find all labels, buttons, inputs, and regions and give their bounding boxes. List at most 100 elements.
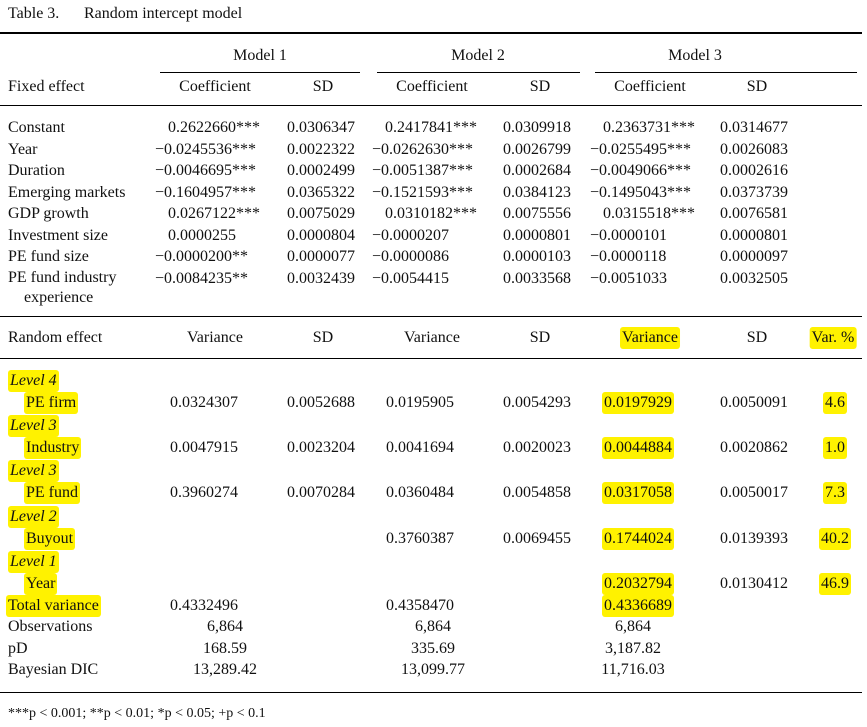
sd: 0.0069455	[503, 529, 571, 547]
sd: 0.0002616	[720, 162, 788, 179]
row-label: GDP growth	[8, 205, 89, 222]
statistic: 6,864	[615, 618, 651, 635]
variance-percent: 4.6	[823, 392, 847, 414]
rule	[377, 72, 580, 73]
column-header: SD	[312, 78, 334, 95]
coefficient: −0.0051387***	[372, 162, 474, 179]
model-header: Model 2	[451, 47, 505, 64]
coefficient: −0.0046695***	[155, 162, 257, 179]
sd: 0.0000801	[720, 226, 788, 244]
variance: 0.0324307	[170, 394, 238, 411]
level-label: Level 4	[8, 370, 59, 392]
rule	[0, 105, 862, 106]
coefficient: −0.0255495***	[590, 140, 692, 158]
row-label: Bayesian DIC	[8, 661, 99, 678]
statistic: 13,289.42	[193, 661, 257, 678]
column-header: Coefficient	[614, 78, 686, 95]
variance: 0.0195905	[386, 394, 454, 411]
sd: 0.0075029	[287, 205, 355, 222]
sd: 0.0070284	[287, 484, 355, 502]
variance: 0.0044884	[602, 437, 674, 460]
sd: 0.0050091	[720, 394, 788, 411]
column-header: Coefficient	[396, 78, 468, 95]
level-label: Level 2	[8, 505, 59, 528]
sd: 0.0309918	[503, 119, 571, 136]
variance-percent: 46.9	[819, 572, 851, 595]
model-header: Model 3	[668, 47, 722, 64]
sd: 0.0050017	[720, 484, 788, 502]
coefficient: −0.0262630***	[372, 140, 474, 158]
coefficient: 0.0267122***	[168, 205, 260, 222]
coefficient: −0.0245536***	[155, 140, 257, 158]
column-header: Var. %	[809, 327, 857, 349]
statistic: 13,099.77	[401, 661, 465, 678]
coefficient: 0.0315518***	[603, 205, 695, 222]
sd: 0.0002499	[287, 162, 355, 179]
coefficient: −0.0000200**	[155, 248, 249, 265]
row-label: Constant	[8, 119, 65, 136]
sd: 0.0314677	[720, 119, 788, 136]
sd: 0.0000097	[720, 248, 788, 265]
total-variance: 0.4358470	[386, 597, 454, 614]
sd: 0.0054858	[503, 484, 571, 502]
level-label: Level 3	[8, 415, 59, 438]
variance-percent: 40.2	[819, 527, 851, 550]
column-header: Variance	[620, 327, 680, 349]
statistic: 3,187.82	[605, 639, 661, 657]
statistic: 6,864	[207, 618, 243, 635]
coefficient: −0.0051033	[590, 269, 668, 287]
sd: 0.0023204	[287, 439, 355, 457]
sd: 0.0139393	[720, 529, 788, 547]
coefficient: 0.2417841***	[385, 119, 477, 136]
coefficient: 0.0310182***	[385, 205, 477, 222]
sd: 0.0000077	[287, 248, 355, 265]
row-label: PE fund	[24, 482, 80, 505]
column-header: Variance	[187, 329, 243, 346]
table-label: Table 3.	[8, 5, 60, 22]
column-header: Variance	[404, 329, 460, 346]
variance: 0.3760387	[386, 529, 454, 547]
coefficient: −0.0049066***	[590, 162, 692, 179]
row-label: PE fund size	[8, 248, 89, 265]
rule	[0, 692, 862, 693]
variance: 0.3960274	[170, 484, 238, 502]
coefficient: −0.0054415	[372, 269, 450, 287]
coefficient: −0.0000086	[372, 248, 450, 265]
column-header: SD	[746, 78, 768, 95]
row-label: Year	[24, 572, 58, 595]
column-header: Fixed effect	[8, 78, 85, 95]
coefficient: −0.0084235**	[155, 269, 249, 287]
row-label: Duration	[8, 162, 65, 179]
sd: 0.0075556	[503, 205, 571, 222]
coefficient: −0.1521593***	[372, 183, 474, 201]
statistic: 11,716.03	[601, 661, 665, 678]
coefficient: −0.1495043***	[590, 183, 692, 201]
variance: 0.1744024	[602, 527, 674, 550]
rule	[0, 358, 862, 359]
variance-percent: 1.0	[823, 437, 847, 460]
sd: 0.0365322	[287, 183, 355, 201]
sd: 0.0076581	[720, 205, 788, 222]
column-header: SD	[746, 329, 768, 346]
sd: 0.0054293	[503, 394, 571, 411]
row-label: Observations	[8, 618, 93, 635]
variance: 0.0317058	[602, 482, 674, 505]
sd: 0.0026799	[503, 140, 571, 158]
coefficient: −0.0000118	[590, 248, 667, 265]
sd: 0.0130412	[720, 574, 788, 592]
row-label: Emerging markets	[8, 183, 126, 201]
column-header: Random effect	[8, 329, 103, 346]
rule	[160, 72, 360, 73]
column-header: SD	[312, 329, 334, 346]
table-title: Random intercept model	[84, 5, 243, 22]
statistic: 335.69	[411, 639, 455, 657]
sd: 0.0002684	[503, 162, 571, 179]
rule	[0, 316, 862, 317]
total-variance: 0.4332496	[170, 597, 238, 614]
coefficient: 0.0000255	[168, 226, 236, 244]
row-label: Investment size	[8, 226, 108, 244]
footnote: ***p < 0.001; **p < 0.01; *p < 0.05; +p …	[8, 706, 266, 721]
coefficient: −0.1604957***	[155, 183, 257, 201]
model-header: Model 1	[233, 47, 287, 64]
